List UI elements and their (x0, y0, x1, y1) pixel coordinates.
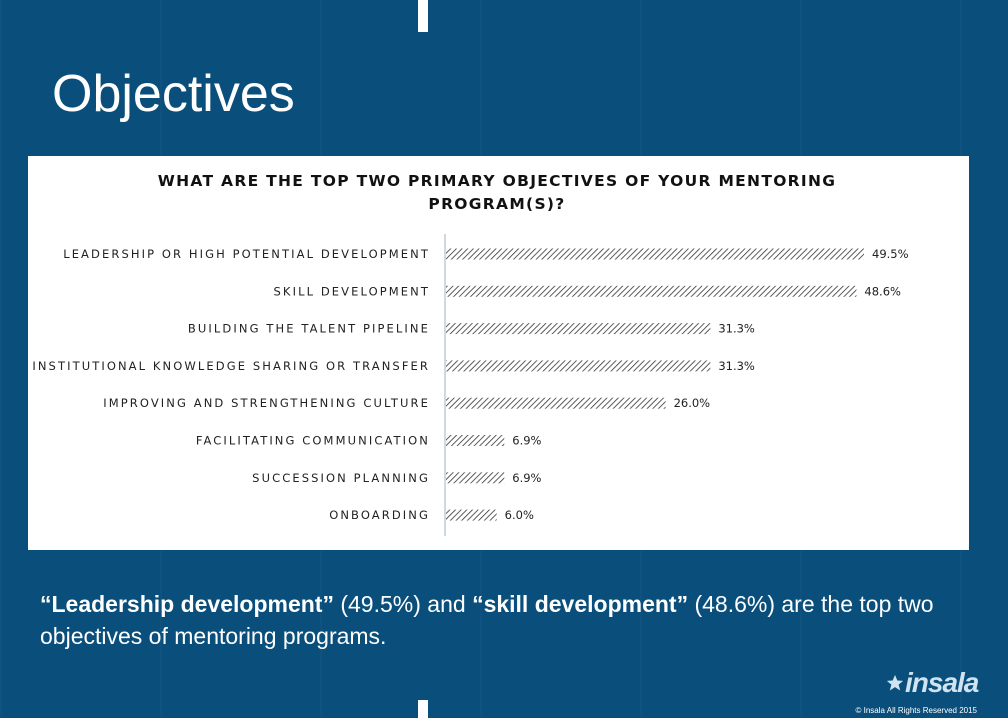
chart-title-line: PROGRAM(S)? (428, 195, 565, 213)
bar (446, 509, 497, 521)
chart-panel: WHAT ARE THE TOP TWO PRIMARY OBJECTIVES … (28, 156, 969, 550)
value-label: 26.0% (674, 396, 711, 410)
summary-text: “Leadership development” (49.5%) and “sk… (40, 588, 990, 652)
bar (446, 397, 666, 409)
summary-highlight-leadership: “Leadership development” (40, 591, 334, 617)
category-label: SKILL DEVELOPMENT (274, 284, 430, 298)
value-label: 31.3% (718, 359, 755, 373)
logo-wordmark: insala (905, 667, 979, 698)
bar (446, 323, 711, 335)
value-label: 6.9% (512, 471, 541, 485)
category-label: INSTITUTIONAL KNOWLEDGE SHARING OR TRANS… (32, 359, 430, 373)
summary-highlight-skill: “skill development” (472, 591, 689, 617)
bar (446, 248, 865, 260)
bar (446, 435, 505, 446)
chart-title-line: WHAT ARE THE TOP TWO PRIMARY OBJECTIVES … (158, 172, 837, 190)
slide-title: Objectives (52, 65, 295, 123)
bar (446, 285, 857, 297)
insala-logo: insala (886, 666, 986, 700)
category-label: BUILDING THE TALENT PIPELINE (188, 322, 430, 336)
value-label: 6.9% (512, 434, 541, 448)
copyright-text: © Insala All Rights Reserved 2015 (855, 706, 977, 715)
category-label: FACILITATING COMMUNICATION (196, 434, 430, 448)
value-label: 49.5% (872, 247, 909, 261)
summary-text-2: (48.6%) are the top two objectives of me… (40, 591, 934, 649)
bar (446, 360, 711, 372)
chart-title: WHAT ARE THE TOP TWO PRIMARY OBJECTIVES … (158, 172, 837, 213)
bottom-divider-mark (418, 700, 428, 718)
category-label: SUCCESSION PLANNING (252, 471, 430, 485)
bar (446, 472, 505, 484)
star-icon (886, 674, 904, 691)
value-label: 48.6% (864, 284, 901, 298)
bar-chart: WHAT ARE THE TOP TWO PRIMARY OBJECTIVES … (32, 172, 909, 536)
category-label: IMPROVING AND STRENGTHENING CULTURE (103, 396, 430, 410)
category-label: ONBOARDING (329, 508, 430, 522)
value-label: 31.3% (718, 322, 755, 336)
category-label: LEADERSHIP OR HIGH POTENTIAL DEVELOPMENT (63, 247, 430, 261)
summary-text-1: (49.5%) and (333, 591, 473, 617)
bars-group: LEADERSHIP OR HIGH POTENTIAL DEVELOPMENT… (32, 247, 908, 522)
top-divider-mark (418, 0, 428, 32)
value-label: 6.0% (505, 508, 534, 522)
